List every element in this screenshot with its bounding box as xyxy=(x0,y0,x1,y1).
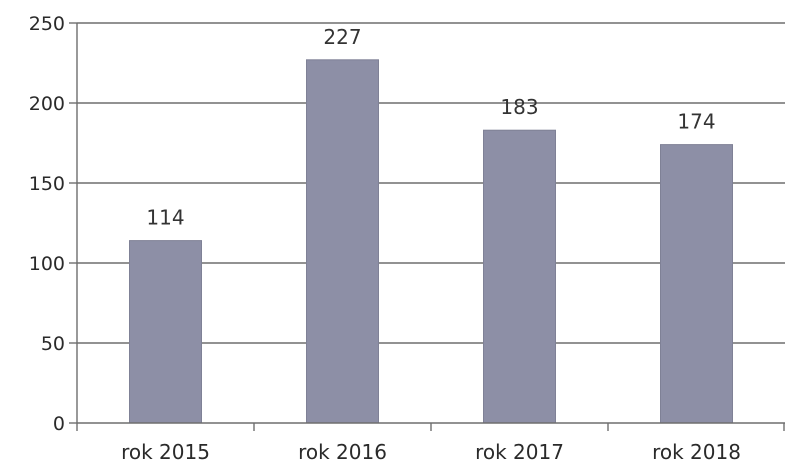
data-labels: 114 227 183 174 xyxy=(146,25,715,230)
x-tick-label-2018: rok 2018 xyxy=(652,440,741,464)
y-tick-label-100: 100 xyxy=(29,253,65,275)
y-tick-label-150: 150 xyxy=(29,173,65,195)
x-tick-labels: rok 2015 rok 2016 rok 2017 rok 2018 xyxy=(121,440,741,464)
data-label-2018: 174 xyxy=(677,110,715,134)
data-label-2017: 183 xyxy=(500,95,538,119)
data-label-2016: 227 xyxy=(323,25,361,49)
bar-rok-2015 xyxy=(129,240,202,424)
bar-rok-2016 xyxy=(306,59,379,424)
bars xyxy=(129,59,733,424)
axes xyxy=(69,22,785,431)
x-tick-label-2015: rok 2015 xyxy=(121,440,210,464)
y-tick-label-200: 200 xyxy=(29,93,65,115)
y-tick-labels: 0 50 100 150 200 250 xyxy=(29,13,65,435)
bar-rok-2018 xyxy=(660,144,733,424)
x-tick-label-2016: rok 2016 xyxy=(298,440,387,464)
y-tick-label-250: 250 xyxy=(29,13,65,35)
data-label-2015: 114 xyxy=(146,206,184,230)
y-tick-label-50: 50 xyxy=(41,333,65,355)
x-tick-label-2017: rok 2017 xyxy=(475,440,564,464)
bar-rok-2017 xyxy=(483,129,556,424)
y-tick-label-0: 0 xyxy=(53,413,65,435)
